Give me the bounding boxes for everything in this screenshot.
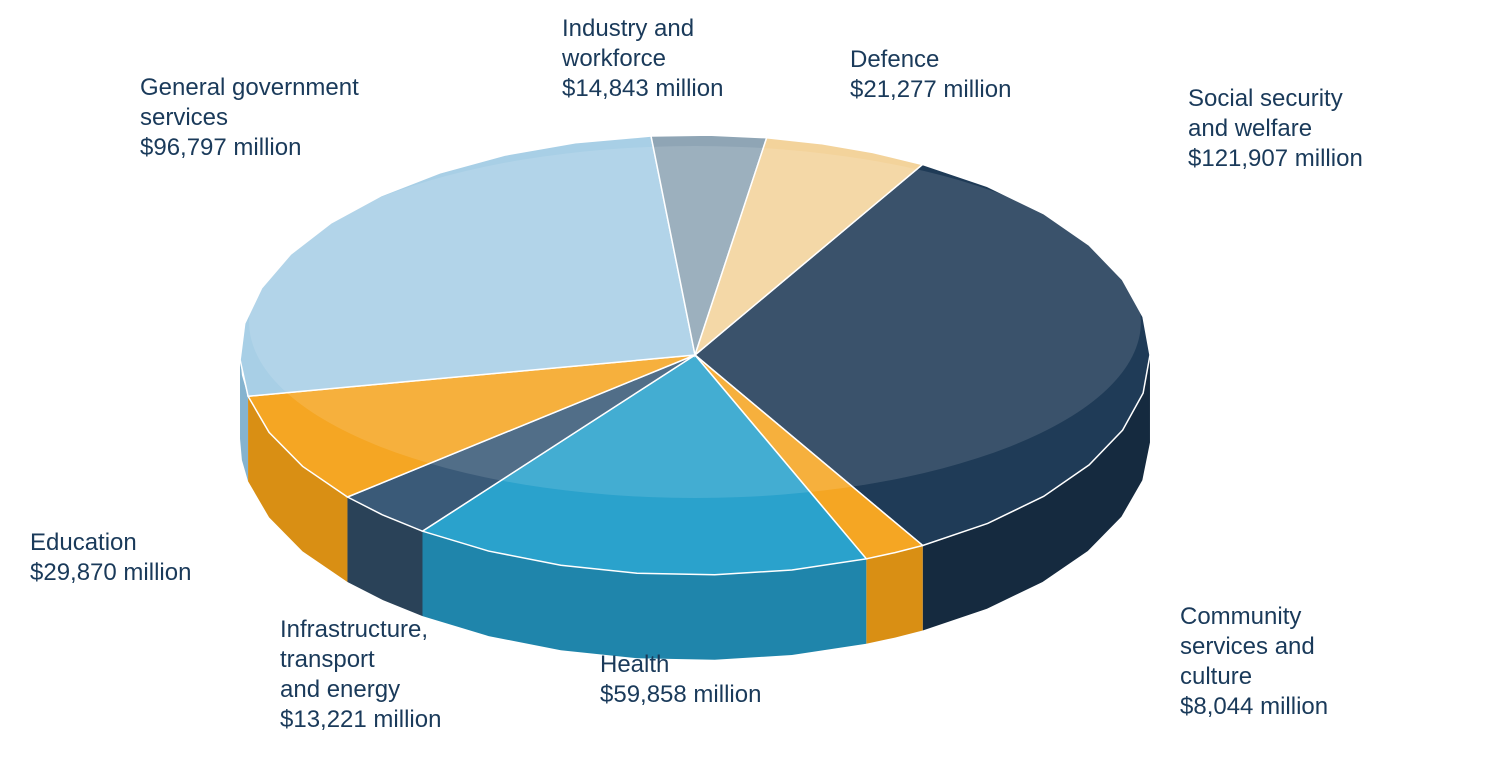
slice-label-line: Health — [600, 650, 761, 680]
slice-label-line: General government — [140, 73, 359, 103]
slice-label-line: Infrastructure, — [280, 615, 441, 645]
slice-label-line: Social security — [1188, 84, 1363, 114]
slice-label-line: services and — [1180, 632, 1328, 662]
slice-label: General governmentservices$96,797 millio… — [140, 73, 359, 163]
slice-label-line: Community — [1180, 602, 1328, 632]
slice-label-line: workforce — [562, 44, 723, 74]
slice-label: Communityservices andculture$8,044 milli… — [1180, 602, 1328, 722]
slice-label: Industry andworkforce$14,843 million — [562, 14, 723, 104]
slice-label-line: and energy — [280, 675, 441, 705]
slice-label: Social securityand welfare$121,907 milli… — [1188, 84, 1363, 174]
slice-label-line: $96,797 million — [140, 133, 359, 163]
slice-label-line: culture — [1180, 662, 1328, 692]
slice-label-line: transport — [280, 645, 441, 675]
slice-label-line: $121,907 million — [1188, 144, 1363, 174]
slice-label-line: Industry and — [562, 14, 723, 44]
slice-label-line: $29,870 million — [30, 558, 191, 588]
slice-label: Health$59,858 million — [600, 650, 761, 710]
slice-label-line: and welfare — [1188, 114, 1363, 144]
slice-label: Infrastructure,transportand energy$13,22… — [280, 615, 441, 735]
slice-label-line: Education — [30, 528, 191, 558]
pie-chart-container: Social securityand welfare$121,907 milli… — [0, 0, 1512, 764]
slice-label-line: $59,858 million — [600, 680, 761, 710]
slice-label: Education$29,870 million — [30, 528, 191, 588]
slice-label-line: services — [140, 103, 359, 133]
pie-side — [866, 545, 922, 643]
pie-highlight — [249, 146, 1141, 498]
slice-label-line: $13,221 million — [280, 705, 441, 735]
slice-label: Defence$21,277 million — [850, 45, 1011, 105]
slice-label-line: $14,843 million — [562, 74, 723, 104]
slice-label-line: Defence — [850, 45, 1011, 75]
slice-label-line: $21,277 million — [850, 75, 1011, 105]
slice-label-line: $8,044 million — [1180, 692, 1328, 722]
